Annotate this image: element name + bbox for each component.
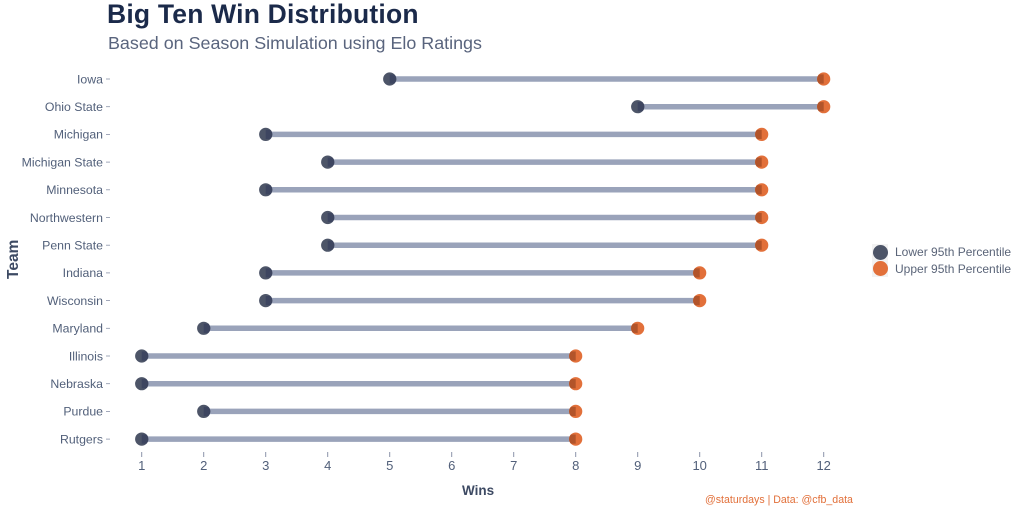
svg-text:Maryland: Maryland bbox=[52, 322, 103, 336]
svg-text:7: 7 bbox=[510, 458, 517, 473]
svg-text:Illinois: Illinois bbox=[69, 349, 103, 363]
svg-text:Iowa: Iowa bbox=[77, 72, 103, 86]
svg-text:1: 1 bbox=[138, 458, 145, 473]
svg-text:Minnesota: Minnesota bbox=[46, 183, 103, 197]
svg-text:Michigan State: Michigan State bbox=[22, 155, 104, 169]
svg-text:12: 12 bbox=[816, 458, 830, 473]
svg-text:Wisconsin: Wisconsin bbox=[47, 294, 103, 308]
svg-text:Michigan: Michigan bbox=[54, 128, 103, 142]
svg-text:3: 3 bbox=[262, 458, 269, 473]
svg-text:Northwestern: Northwestern bbox=[30, 211, 103, 225]
svg-text:Rutgers: Rutgers bbox=[60, 432, 103, 446]
svg-text:6: 6 bbox=[448, 458, 455, 473]
svg-text:Nebraska: Nebraska bbox=[50, 377, 103, 391]
svg-text:Indiana: Indiana bbox=[63, 266, 104, 280]
svg-text:Penn State: Penn State bbox=[42, 239, 103, 253]
svg-text:2: 2 bbox=[200, 458, 207, 473]
svg-text:8: 8 bbox=[572, 458, 579, 473]
svg-text:11: 11 bbox=[755, 458, 769, 473]
svg-text:4: 4 bbox=[324, 458, 331, 473]
svg-text:9: 9 bbox=[634, 458, 641, 473]
svg-text:10: 10 bbox=[692, 458, 706, 473]
svg-text:Purdue: Purdue bbox=[63, 405, 103, 419]
svg-text:Ohio State: Ohio State bbox=[45, 100, 103, 114]
svg-text:5: 5 bbox=[386, 458, 393, 473]
